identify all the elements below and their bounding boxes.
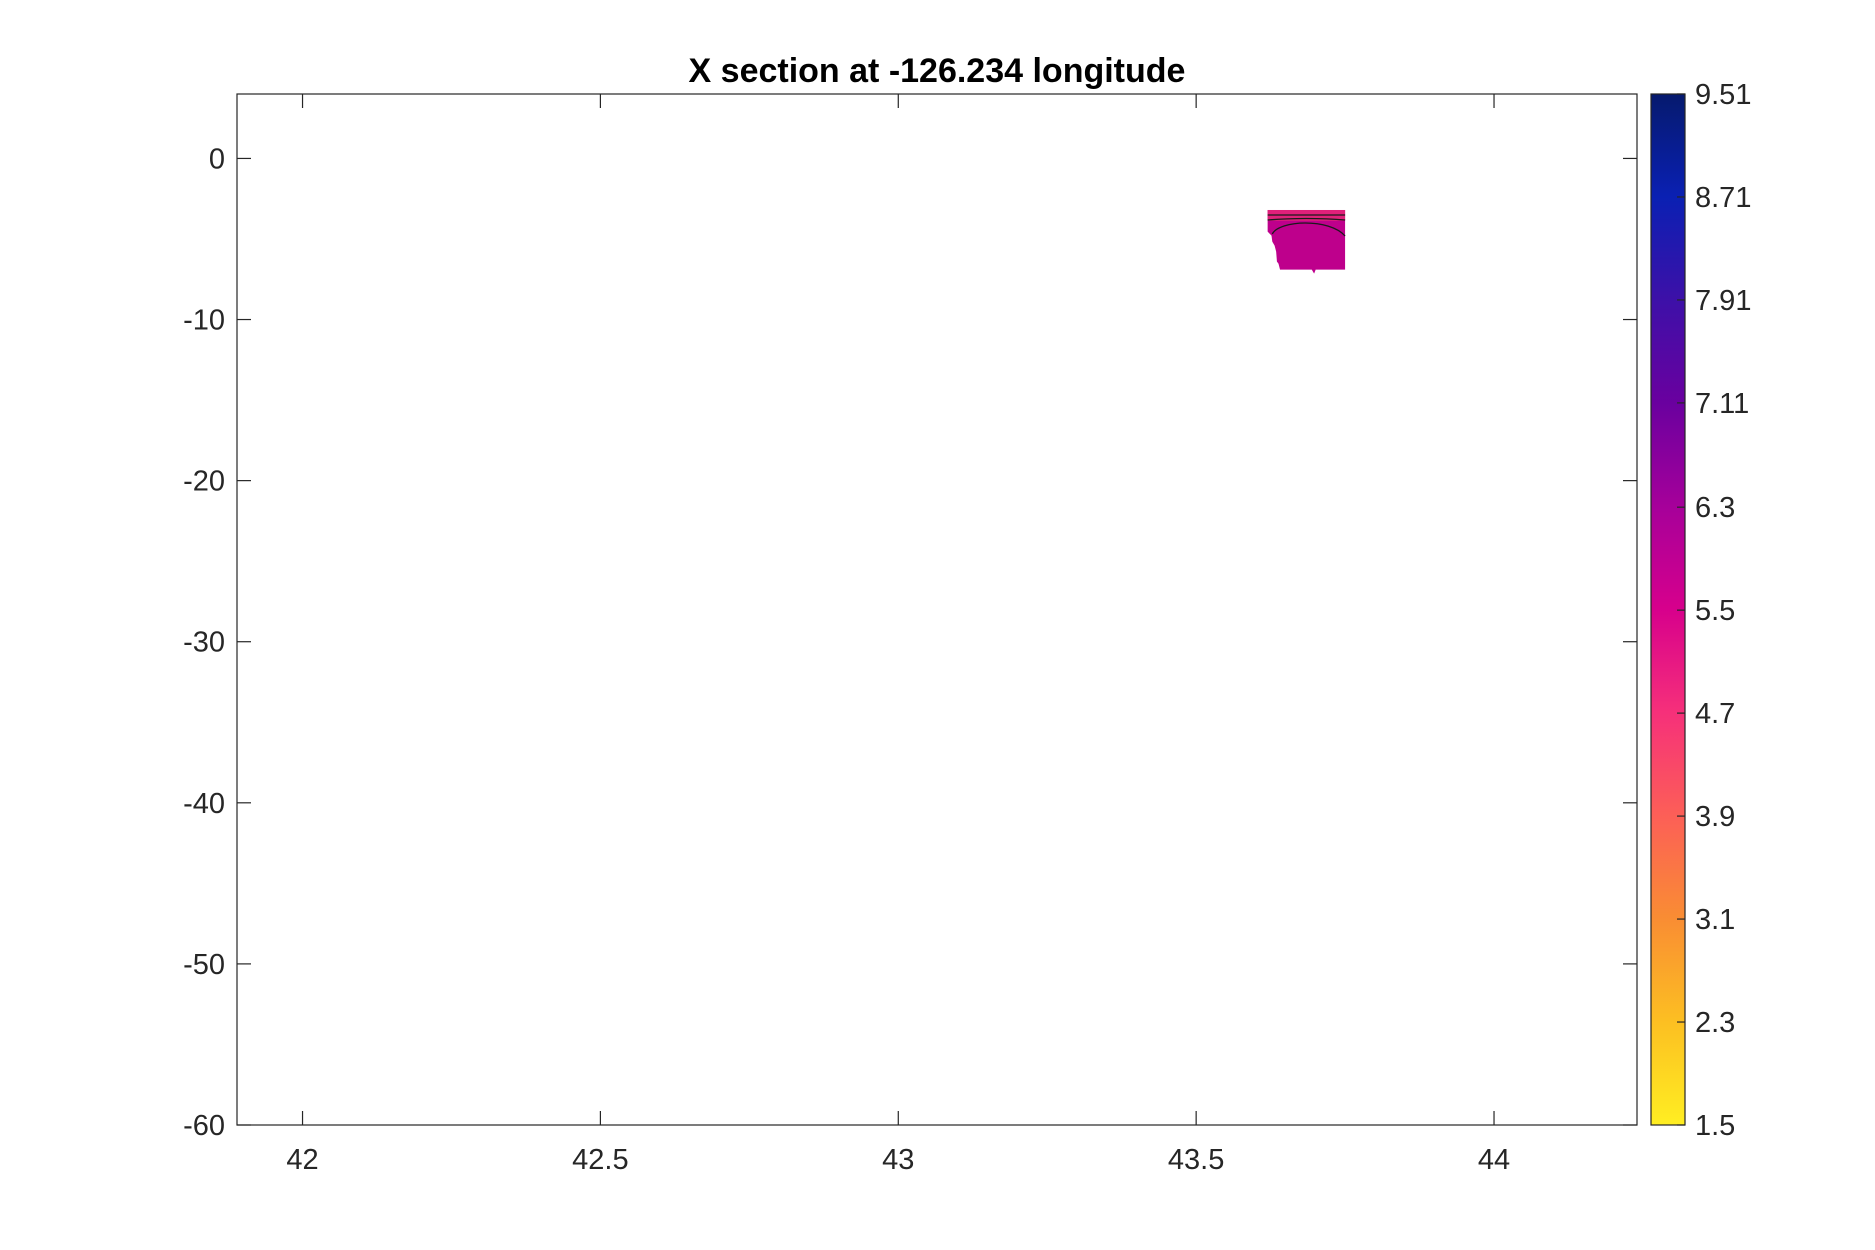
chart-title: X section at -126.234 longitude <box>689 52 1186 90</box>
y-tick-label: -30 <box>183 627 225 659</box>
colorbar-gradient <box>1651 94 1685 1125</box>
x-tick-label: 42 <box>286 1144 318 1176</box>
colorbar-tick-label: 4.7 <box>1695 698 1735 730</box>
y-tick-label: -20 <box>183 466 225 498</box>
axes-box <box>237 94 1637 1125</box>
colorbar-tick-label: 7.91 <box>1695 285 1751 317</box>
y-tick-label: 0 <box>209 143 225 175</box>
colorbar-tick-label: 9.51 <box>1695 79 1751 111</box>
y-tick-label: -50 <box>183 949 225 981</box>
x-tick-label: 43 <box>882 1144 914 1176</box>
colorbar-tick-label: 5.5 <box>1695 595 1735 627</box>
colorbar-tick-label: 8.71 <box>1695 182 1751 214</box>
colorbar-tick-label: 3.1 <box>1695 904 1735 936</box>
section-patch <box>1268 210 1345 274</box>
x-tick-label: 43.5 <box>1168 1144 1224 1176</box>
colorbar-tick-label: 7.11 <box>1695 388 1749 420</box>
colorbar-tick-label: 3.9 <box>1695 801 1735 833</box>
x-tick-label: 44 <box>1478 1144 1510 1176</box>
colorbar-tick-label: 2.3 <box>1695 1007 1735 1039</box>
y-tick-label: -10 <box>183 305 225 337</box>
colorbar: 9.51 8.71 7.91 7.11 6.3 5.5 4.7 3.9 3.1 2.3 1.5 <box>1651 79 1751 1142</box>
y-tick-label: -60 <box>183 1110 225 1142</box>
y-tick-label: -40 <box>183 788 225 820</box>
plot-area: 42 42.5 43 43.5 44 0 -10 -20 -30 -40 -50 -60 <box>183 94 1637 1176</box>
x-tick-label: 42.5 <box>572 1144 628 1176</box>
colorbar-tick-label: 1.5 <box>1695 1110 1735 1142</box>
colorbar-ticks: 9.51 8.71 7.91 7.11 6.3 5.5 4.7 3.9 3.1 2.3 1.5 <box>1677 79 1751 1142</box>
colorbar-tick-label: 6.3 <box>1695 492 1735 524</box>
